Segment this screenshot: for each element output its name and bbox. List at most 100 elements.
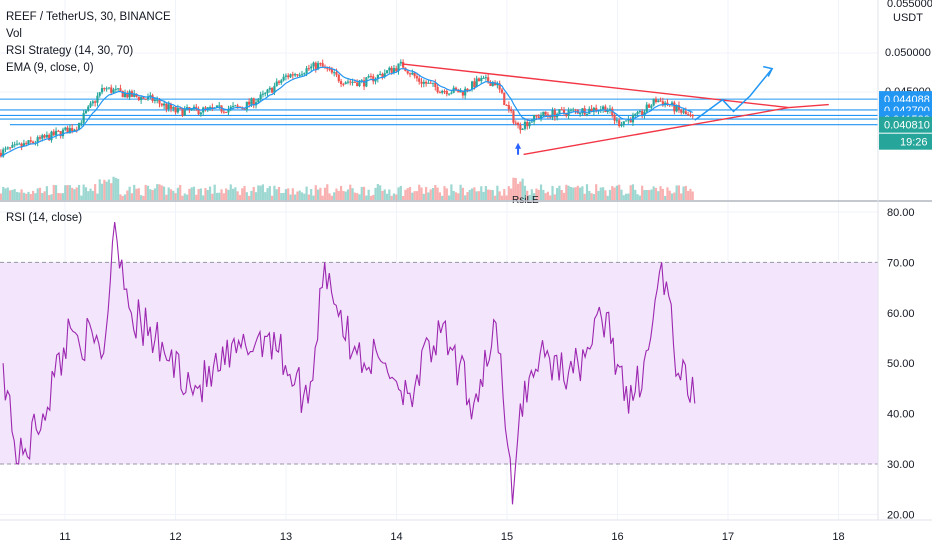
volume-bar xyxy=(262,184,264,200)
volume-bar xyxy=(620,190,622,200)
volume-bar xyxy=(657,191,659,200)
volume-bar xyxy=(285,189,287,200)
volume-bar xyxy=(464,195,466,200)
volume-bar xyxy=(71,188,73,200)
volume-bar xyxy=(264,192,266,200)
candle-body xyxy=(370,76,372,77)
volume-bar xyxy=(625,194,627,200)
volume-bar xyxy=(243,186,245,200)
price-axis[interactable]: 0.055000 USDT 0.050000 0.045000 xyxy=(885,0,932,98)
candle-body xyxy=(322,63,324,66)
candle-body xyxy=(269,88,271,90)
candle-body xyxy=(448,94,450,95)
volume-bar xyxy=(450,184,452,200)
volume-bar xyxy=(448,195,450,200)
candle-body xyxy=(129,91,131,97)
candle-body xyxy=(204,108,206,109)
volume-bar xyxy=(632,184,634,200)
candle-body xyxy=(368,76,370,77)
volume-bar xyxy=(207,190,209,200)
candle-body xyxy=(271,88,273,93)
volume-bar xyxy=(39,188,41,200)
volume-bar xyxy=(62,193,64,200)
candle-body xyxy=(285,75,287,76)
volume-bar xyxy=(257,185,259,200)
ema-legend[interactable]: EMA (9, close, 0) xyxy=(6,62,94,74)
volume-bar xyxy=(96,194,98,200)
volume-bar xyxy=(501,196,503,200)
currency-label[interactable]: USDT xyxy=(893,12,923,24)
candle-body xyxy=(508,105,510,109)
candle-body xyxy=(43,135,45,137)
candle-body xyxy=(41,135,43,138)
volume-bar xyxy=(400,186,402,200)
volume-bar xyxy=(204,188,206,200)
volume-bar xyxy=(386,194,388,200)
volume-bar xyxy=(234,187,236,200)
strategy-legend[interactable]: RSI Strategy (14, 30, 70) xyxy=(6,45,133,57)
volume-bar xyxy=(372,195,374,200)
volume-bar xyxy=(195,195,197,200)
volume-bar xyxy=(211,194,213,200)
volume-bar xyxy=(76,187,78,200)
volume-bar xyxy=(168,187,170,200)
candle-body xyxy=(439,92,441,93)
volume-bar xyxy=(305,187,307,200)
candle-body xyxy=(558,109,560,114)
volume-bar xyxy=(551,186,553,200)
volume-bar xyxy=(335,189,337,200)
candle-body xyxy=(613,115,615,121)
candle-body xyxy=(455,88,457,90)
candle-body xyxy=(262,94,264,95)
volume-bar xyxy=(225,188,227,200)
volume-bar xyxy=(391,196,393,200)
volume-bar xyxy=(218,193,220,200)
volume-bar xyxy=(115,178,117,200)
volume-bar xyxy=(16,192,18,200)
candle-body xyxy=(287,75,289,77)
volume-bar xyxy=(388,190,390,200)
candle-body xyxy=(172,107,174,109)
symbol-title[interactable]: REEF / TetherUS, 30, BINANCE xyxy=(6,11,171,23)
rsi-axis[interactable]: 80.00 70.00 60.00 50.00 40.00 30.00 20.00 xyxy=(887,207,915,521)
volume-bar xyxy=(193,187,195,200)
volume-bar xyxy=(92,191,94,200)
volume-bar xyxy=(315,185,317,200)
candle-body xyxy=(602,107,604,110)
volume-bar xyxy=(370,196,372,200)
volume-bar xyxy=(108,179,110,200)
volume-bar xyxy=(425,187,427,200)
volume-bar xyxy=(280,193,282,200)
volume-bar xyxy=(418,185,420,200)
volume-bar xyxy=(593,194,595,200)
volume-bar xyxy=(653,186,655,200)
candle-body xyxy=(71,128,73,131)
candle-body xyxy=(420,82,422,84)
candle-body xyxy=(347,82,349,83)
volume-bar xyxy=(55,185,57,200)
triangle-lower-trendline xyxy=(524,108,789,155)
candle-body xyxy=(411,73,413,75)
volume-bar xyxy=(687,191,689,200)
volume-bar xyxy=(271,196,273,200)
candle-body xyxy=(616,120,618,121)
volume-bar xyxy=(349,185,351,200)
volume-bar xyxy=(402,196,404,200)
volume-bar xyxy=(135,189,137,200)
volume-bar xyxy=(634,190,636,200)
vol-legend[interactable]: Vol xyxy=(6,28,22,40)
rsi-legend[interactable]: RSI (14, close) xyxy=(6,212,82,224)
volume-bar xyxy=(50,194,52,200)
time-axis[interactable]: 11 12 13 14 15 16 17 18 xyxy=(59,531,844,543)
volume-bar xyxy=(99,179,101,200)
candle-body xyxy=(510,109,512,111)
volume-bar xyxy=(308,195,310,200)
candle-body xyxy=(650,106,652,108)
volume-bar xyxy=(140,195,142,200)
volume-bar xyxy=(69,185,71,200)
volume-bar xyxy=(600,187,602,200)
volume-bar xyxy=(487,190,489,200)
candle-body xyxy=(636,112,638,114)
candle-body xyxy=(53,132,55,136)
